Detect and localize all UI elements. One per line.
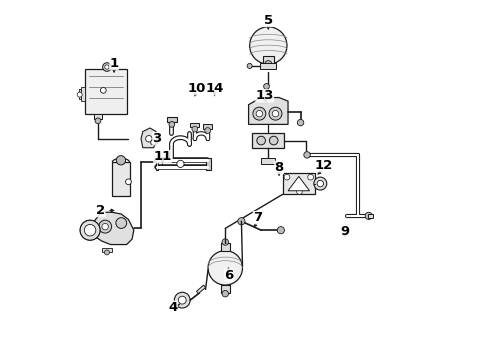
Bar — [263, 56, 274, 64]
Circle shape — [116, 156, 125, 165]
Circle shape — [222, 291, 228, 297]
Circle shape — [102, 63, 111, 71]
Polygon shape — [196, 285, 205, 294]
Polygon shape — [101, 248, 112, 252]
Text: 6: 6 — [224, 269, 234, 282]
Circle shape — [270, 136, 278, 145]
Text: 8: 8 — [274, 161, 284, 174]
Circle shape — [174, 292, 190, 308]
Polygon shape — [141, 128, 157, 148]
Circle shape — [102, 224, 108, 230]
Polygon shape — [206, 158, 211, 170]
Circle shape — [146, 135, 152, 142]
Circle shape — [296, 189, 302, 194]
Circle shape — [125, 179, 131, 185]
Circle shape — [304, 152, 310, 158]
Polygon shape — [81, 87, 85, 101]
Text: 3: 3 — [152, 132, 162, 145]
Circle shape — [105, 65, 109, 69]
Text: 7: 7 — [253, 211, 262, 224]
Bar — [112, 162, 129, 196]
Circle shape — [84, 225, 96, 236]
Circle shape — [365, 212, 372, 220]
Polygon shape — [78, 89, 81, 99]
Polygon shape — [191, 123, 199, 127]
Circle shape — [151, 140, 156, 145]
Circle shape — [297, 120, 304, 126]
Circle shape — [253, 107, 266, 120]
Circle shape — [265, 60, 272, 68]
Bar — [85, 69, 126, 114]
Polygon shape — [156, 158, 158, 170]
Polygon shape — [261, 158, 275, 164]
Circle shape — [222, 239, 228, 245]
Circle shape — [314, 177, 327, 190]
Text: 13: 13 — [256, 89, 274, 102]
Circle shape — [205, 128, 211, 134]
Circle shape — [208, 251, 243, 285]
Polygon shape — [248, 98, 288, 125]
Circle shape — [192, 126, 197, 132]
Polygon shape — [203, 125, 212, 129]
Circle shape — [264, 84, 270, 89]
Circle shape — [178, 296, 186, 304]
Polygon shape — [95, 114, 101, 119]
Circle shape — [269, 107, 282, 120]
Circle shape — [104, 250, 109, 255]
Circle shape — [308, 174, 314, 180]
Text: 1: 1 — [110, 57, 119, 70]
Polygon shape — [306, 153, 308, 157]
Text: 4: 4 — [169, 301, 178, 314]
Circle shape — [256, 111, 263, 117]
Circle shape — [257, 136, 266, 145]
Circle shape — [284, 174, 290, 180]
Circle shape — [238, 218, 245, 225]
Polygon shape — [91, 212, 134, 244]
Bar — [221, 285, 230, 293]
Text: 11: 11 — [153, 150, 172, 163]
Text: 5: 5 — [264, 14, 273, 27]
Circle shape — [317, 180, 323, 187]
Circle shape — [77, 92, 82, 97]
Text: 9: 9 — [341, 225, 350, 238]
Polygon shape — [288, 176, 310, 191]
Bar — [260, 63, 276, 69]
Polygon shape — [368, 214, 373, 218]
Circle shape — [277, 226, 285, 234]
Text: 14: 14 — [205, 82, 224, 95]
Polygon shape — [283, 173, 315, 194]
Circle shape — [272, 111, 279, 117]
Circle shape — [95, 118, 101, 124]
Circle shape — [250, 27, 287, 64]
Circle shape — [80, 220, 100, 240]
Circle shape — [98, 220, 112, 233]
Polygon shape — [167, 117, 177, 122]
Circle shape — [177, 160, 184, 167]
Text: 2: 2 — [96, 204, 105, 217]
Circle shape — [116, 218, 126, 228]
Circle shape — [100, 87, 106, 93]
Polygon shape — [252, 134, 285, 148]
Text: 12: 12 — [315, 159, 333, 172]
Text: 10: 10 — [187, 82, 206, 95]
Circle shape — [247, 63, 252, 68]
Bar — [221, 243, 230, 251]
Circle shape — [169, 122, 175, 127]
